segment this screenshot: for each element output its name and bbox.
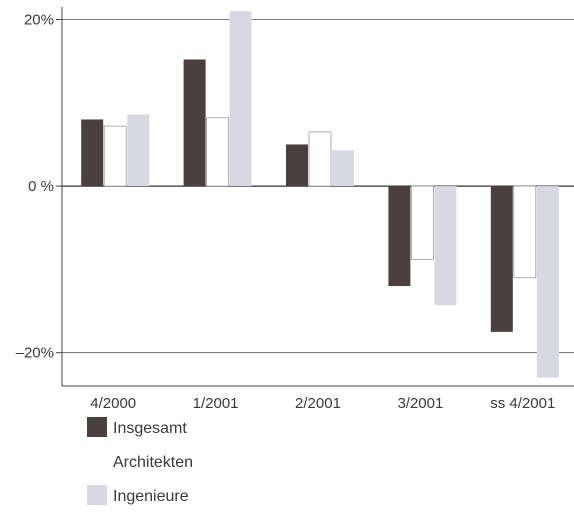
bar-ingenieure-1: [229, 11, 252, 187]
x-tick-label: 1/2001: [193, 395, 239, 412]
bar-insgesamt-2: [286, 144, 308, 187]
bar-architekten-2: [308, 131, 332, 187]
legend-label-insgesamt: Insgesamt: [113, 420, 187, 437]
legend-swatch-insgesamt: [87, 417, 107, 437]
axes: 20% 0 % –20% 4/2000 1/2001 2/2001 3/2001 ss 4/2…: [16, 7, 574, 412]
x-tick-label: 3/2001: [397, 395, 443, 412]
bar-insgesamt-0: [81, 119, 104, 187]
x-tick-label: 4/2000: [90, 395, 136, 412]
legend: Insgesamt Architekten Ingenieure: [87, 417, 193, 505]
bar-insgesamt-4: [490, 186, 513, 332]
bar-ingenieure-3: [434, 186, 457, 306]
bar-ingenieure-4: [536, 186, 559, 378]
bar-ingenieure-2: [332, 150, 354, 187]
legend-swatch-architekten: [87, 451, 107, 471]
bar-architekten-1: [206, 117, 230, 187]
bar-architekten-4: [513, 185, 537, 279]
y-tick-label: –20%: [16, 345, 54, 362]
bar-insgesamt-3: [388, 186, 411, 287]
legend-label-ingenieure: Ingenieure: [113, 488, 189, 505]
y-tick-label: 20%: [24, 11, 54, 28]
bars: [81, 11, 559, 378]
bar-architekten-0: [103, 125, 127, 187]
y-tick-label: 0 %: [28, 178, 54, 195]
x-tick-label: ss 4/2001: [490, 395, 555, 412]
bar-ingenieure-0: [127, 114, 150, 187]
legend-swatch-ingenieure: [87, 485, 107, 505]
legend-label-architekten: Architekten: [113, 454, 193, 471]
bar-architekten-3: [410, 185, 434, 260]
x-tick-label: 2/2001: [295, 395, 341, 412]
bar-insgesamt-1: [183, 59, 206, 187]
